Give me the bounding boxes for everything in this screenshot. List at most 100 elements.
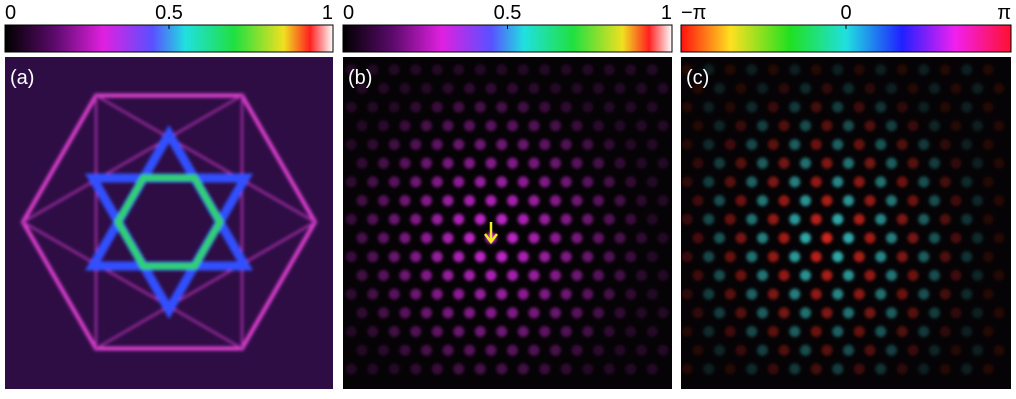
spot: [560, 176, 572, 188]
spot: [961, 176, 973, 188]
spot: [614, 344, 626, 356]
spot: [832, 251, 844, 263]
spot: [982, 213, 994, 225]
spot: [410, 363, 422, 375]
spot: [571, 344, 583, 356]
colorbar: [342, 24, 673, 53]
spot: [378, 157, 389, 169]
spot: [614, 82, 626, 94]
spot: [918, 64, 930, 76]
spot: [421, 157, 432, 169]
spot: [485, 82, 497, 94]
spot: [431, 101, 443, 113]
spot: [474, 251, 486, 263]
spot: [410, 251, 422, 263]
spot: [767, 363, 779, 375]
spot: [421, 195, 432, 207]
spot: [939, 363, 951, 375]
spot: [625, 138, 637, 150]
spot: [550, 120, 561, 132]
spot: [843, 269, 854, 281]
spot: [939, 326, 951, 338]
spot: [646, 251, 658, 263]
spot: [843, 82, 854, 94]
spot: [929, 344, 940, 356]
spot: [950, 269, 962, 281]
spot: [714, 232, 725, 244]
spot: [550, 232, 561, 244]
spot: [896, 251, 908, 263]
spot: [603, 251, 615, 263]
spot: [993, 120, 1005, 132]
spot: [778, 232, 790, 244]
spot: [982, 64, 994, 76]
spot: [972, 307, 983, 319]
spot: [843, 232, 854, 244]
spot: [442, 82, 454, 94]
spot: [724, 64, 736, 76]
spot: [636, 195, 647, 207]
spot: [614, 232, 626, 244]
spot: [496, 101, 508, 113]
spot: [757, 120, 768, 132]
spot: [714, 157, 725, 169]
spot: [703, 176, 715, 188]
spot: [810, 326, 822, 338]
spot: [657, 195, 669, 207]
spot: [464, 195, 475, 207]
spot: [517, 363, 529, 375]
spot: [507, 344, 518, 356]
spot: [724, 138, 736, 150]
spot: [367, 176, 379, 188]
spot: [735, 232, 747, 244]
spot: [485, 195, 497, 207]
spot: [789, 138, 801, 150]
spot: [345, 176, 357, 188]
colorbar-tick-label: 0: [5, 2, 16, 24]
colorbar-tick-label: 1: [322, 2, 333, 24]
spot: [636, 269, 647, 281]
image-content: [345, 64, 669, 375]
spot: [843, 344, 854, 356]
spot: [692, 344, 704, 356]
spot: [800, 232, 811, 244]
spot: [442, 269, 454, 281]
spot: [356, 307, 368, 319]
spot: [853, 288, 865, 300]
panel-label: (b): [348, 67, 372, 89]
spot: [539, 363, 551, 375]
spot: [875, 288, 887, 300]
spot: [735, 157, 747, 169]
spot: [560, 363, 572, 375]
spot: [507, 307, 518, 319]
spot: [410, 213, 422, 225]
spot: [464, 307, 475, 319]
spot: [703, 326, 715, 338]
spot: [399, 269, 411, 281]
spot: [636, 157, 647, 169]
spot: [582, 251, 594, 263]
spot: [972, 344, 983, 356]
spot: [550, 269, 561, 281]
spot: [918, 176, 930, 188]
spot: [593, 232, 604, 244]
spot: [767, 326, 779, 338]
spot: [810, 64, 822, 76]
spot: [864, 269, 876, 281]
spot: [918, 213, 930, 225]
spot: [388, 326, 400, 338]
spot: [875, 101, 887, 113]
spot: [982, 138, 994, 150]
spot: [714, 269, 725, 281]
spot: [539, 326, 551, 338]
spot: [474, 213, 486, 225]
spot: [950, 232, 962, 244]
spot: [356, 344, 368, 356]
spot: [657, 307, 669, 319]
spot: [703, 213, 715, 225]
spot: [517, 213, 529, 225]
spot: [896, 101, 908, 113]
spot: [367, 138, 379, 150]
spot: [582, 176, 594, 188]
spot: [636, 82, 647, 94]
